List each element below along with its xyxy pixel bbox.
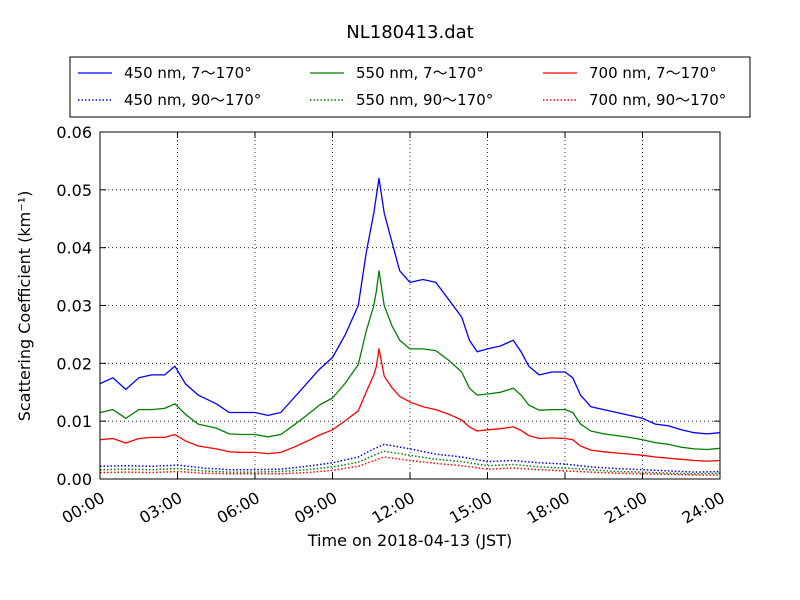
y-tick-label: 0.06 [56,123,92,142]
series-line-3 [100,443,720,473]
y-tick-label: 0.02 [56,354,92,373]
series-line-2 [100,348,720,462]
chart-title: NL180413.dat [346,22,473,43]
series-line-0 [100,177,720,435]
legend-label: 550 nm, 7～170° [356,64,484,82]
y-tick-label: 0.01 [56,412,92,431]
y-tick-label: 0.03 [56,297,92,316]
legend-label: 450 nm, 90～170° [124,91,261,109]
grid [100,132,720,479]
series-layer [100,177,720,476]
series-line-1 [100,270,720,451]
y-tick-label: 0.04 [56,239,92,258]
legend-label: 450 nm, 7～170° [124,64,252,82]
legend: 450 nm, 7～170° 550 nm, 7～170° 700 nm, 7～17… [69,56,751,118]
x-axis-label: Time on 2018-04-13 (JST) [307,531,512,550]
y-tick-label: 0.00 [56,470,92,489]
legend-label: 550 nm, 90～170° [356,91,493,109]
legend-label: 700 nm, 90～170° [589,91,726,109]
series-line-5 [100,456,720,476]
y-tick-labels: 0.00 0.01 0.02 0.03 0.04 0.05 0.06 [56,123,92,489]
y-tick-label: 0.05 [56,181,92,200]
legend-box [69,56,751,118]
legend-label: 700 nm, 7～170° [589,64,717,82]
ticks [99,131,721,480]
y-axis-label: Scattering Coefficient (km⁻¹) [15,191,34,422]
